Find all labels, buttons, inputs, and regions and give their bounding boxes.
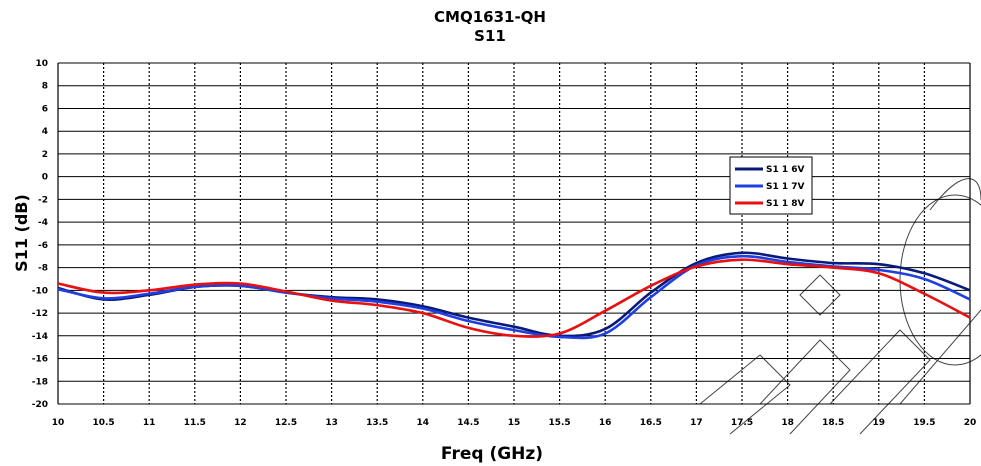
- x-tick-label: 12.5: [275, 418, 297, 428]
- x-tick-label: 16: [599, 418, 612, 428]
- x-tick-label: 10.5: [92, 418, 114, 428]
- x-axis-label: Freq (GHz): [441, 444, 543, 464]
- x-tick-label: 12: [234, 418, 247, 428]
- y-tick-label: 4: [42, 127, 48, 137]
- legend: S1 1 6V S1 1 7V S1 1 8V: [729, 156, 813, 215]
- y-tick-label: 2: [42, 150, 48, 160]
- y-tick-label: -18: [32, 377, 48, 387]
- grid: [57, 62, 971, 405]
- x-tick-label: 17: [690, 418, 703, 428]
- y-tick-label: -16: [32, 355, 48, 365]
- x-tick-label: 14.5: [457, 418, 479, 428]
- y-tick-label: -20: [32, 400, 48, 410]
- series-lines: [57, 251, 971, 340]
- x-tick-labels: 10 10.5 11 11.5 12 12.5 13 13.5 14 14.5 15 15.5 16 16…: [52, 418, 977, 428]
- y-tick-label: -10: [32, 286, 48, 296]
- series-line-3: [57, 258, 971, 338]
- x-tick-label: 13: [325, 418, 338, 428]
- x-tick-label: 15: [508, 418, 521, 428]
- watermark: [699, 178, 981, 435]
- y-tick-labels: 10 8 6 4 2 0 -2 -4 -6 -8 -10 -12 -14 -16 -18 -20: [32, 59, 48, 410]
- x-tick-label: 18.5: [822, 418, 844, 428]
- y-tick-label: -12: [32, 309, 48, 319]
- y-tick-label: 6: [42, 104, 48, 114]
- x-tick-label: 15.5: [548, 418, 570, 428]
- y-axis-label: S11 (dB): [12, 194, 31, 272]
- x-tick-label: 11.5: [184, 418, 206, 428]
- y-tick-label: 8: [42, 82, 48, 92]
- y-tick-label: -2: [38, 195, 48, 205]
- chart-title: CMQ1631-QH: [434, 8, 546, 26]
- legend-label: S1 1 8V: [766, 199, 805, 209]
- x-tick-label: 11: [143, 418, 156, 428]
- x-tick-label: 19.5: [913, 418, 935, 428]
- legend-label: S1 1 7V: [766, 182, 805, 192]
- x-tick-label: 17.5: [731, 418, 753, 428]
- y-tick-label: -4: [38, 218, 48, 228]
- y-tick-label: -14: [32, 332, 48, 342]
- x-tick-label: 16.5: [640, 418, 662, 428]
- x-tick-label: 19: [873, 418, 886, 428]
- y-tick-label: -6: [38, 241, 48, 251]
- x-tick-label: 20: [964, 418, 977, 428]
- x-tick-label: 14: [417, 418, 430, 428]
- x-tick-label: 10: [52, 418, 65, 428]
- y-tick-label: -8: [38, 264, 48, 274]
- y-tick-label: 0: [42, 173, 48, 183]
- y-tick-label: 10: [35, 59, 48, 69]
- x-tick-label: 18: [781, 418, 794, 428]
- x-tick-label: 13.5: [366, 418, 388, 428]
- chart-subtitle: S11: [474, 27, 506, 45]
- legend-label: S1 1 6V: [766, 165, 805, 175]
